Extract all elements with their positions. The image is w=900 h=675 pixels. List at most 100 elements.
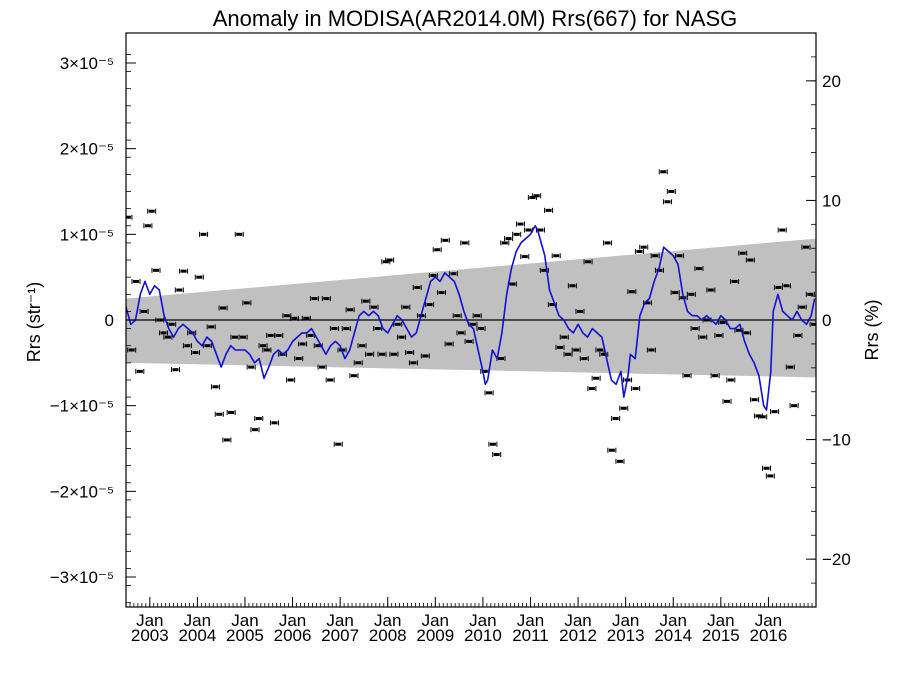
data-point [428, 272, 438, 278]
data-point-marker [648, 348, 655, 352]
data-point [190, 350, 200, 356]
data-point-marker [335, 442, 342, 446]
y-axis-label: Rrs (str⁻¹) [24, 282, 44, 362]
data-point-marker [628, 290, 635, 294]
data-point [254, 416, 264, 422]
data-point [349, 373, 359, 379]
y-tick-label: −2×10⁻⁵ [50, 482, 114, 501]
x-tick-month: Jan [136, 611, 163, 630]
data-point-marker [240, 335, 247, 339]
data-point [397, 334, 407, 340]
data-point [603, 240, 613, 246]
data-point [214, 411, 224, 417]
data-point [539, 267, 549, 273]
data-point-marker [204, 344, 211, 348]
data-point-marker [307, 333, 314, 337]
data-point-marker [549, 303, 556, 307]
data-point [750, 397, 760, 403]
data-point [286, 377, 296, 383]
data-point [579, 356, 589, 362]
data-point [329, 326, 339, 332]
data-point-marker [220, 306, 227, 310]
data-point-marker [275, 333, 282, 337]
data-point-marker [370, 305, 377, 309]
data-point-marker [477, 327, 484, 331]
data-point-marker [231, 335, 238, 339]
x-tick-year: 2010 [464, 626, 502, 645]
data-point-marker [588, 387, 595, 391]
data-point [361, 298, 371, 304]
data-point-marker [454, 314, 461, 318]
data-point-marker [196, 275, 203, 279]
data-point-marker [446, 342, 453, 346]
x-tick-month: Jan [374, 611, 401, 630]
data-point-marker [132, 279, 139, 283]
data-point-marker [692, 327, 699, 331]
data-point-marker [327, 378, 334, 382]
data-point-marker [295, 357, 302, 361]
data-point [321, 296, 331, 302]
data-point [298, 341, 308, 347]
data-point [194, 274, 204, 280]
data-point-marker [612, 417, 619, 421]
data-point-marker [759, 415, 766, 419]
data-point [500, 240, 510, 246]
data-point [726, 377, 736, 383]
data-point-marker [545, 208, 552, 212]
y-tick-label: 1×10⁻⁵ [60, 225, 114, 244]
data-point [357, 343, 367, 349]
data-point [242, 300, 252, 306]
data-point [174, 287, 184, 293]
data-point-marker [791, 404, 798, 408]
data-point-marker [156, 318, 163, 322]
data-point-marker [676, 254, 683, 258]
data-point-marker [311, 297, 318, 301]
data-point [274, 332, 284, 338]
y2-tick-label: −20 [822, 550, 851, 569]
data-point [405, 350, 415, 356]
data-point [301, 315, 311, 321]
data-point-marker [811, 322, 816, 326]
data-point-marker [152, 268, 159, 272]
data-point [567, 283, 577, 289]
x-tick-year: 2007 [321, 626, 359, 645]
data-point-marker [430, 273, 437, 277]
data-point-marker [319, 365, 326, 369]
data-point-marker [787, 365, 794, 369]
data-point [785, 364, 795, 370]
data-point [591, 375, 601, 381]
x-tick-year: 2013 [607, 626, 645, 645]
data-point [559, 334, 569, 340]
data-point-marker [799, 305, 806, 309]
data-point-marker [553, 254, 560, 258]
data-point-marker [386, 258, 393, 262]
smoothed-series-line [126, 225, 816, 411]
data-point-marker [291, 316, 298, 320]
data-point-marker [394, 322, 401, 326]
data-point-marker [255, 417, 262, 421]
data-point [460, 240, 470, 246]
data-point [159, 330, 169, 336]
data-point-marker [715, 333, 722, 337]
data-point [639, 244, 649, 250]
data-point [634, 248, 644, 254]
plot-area: 3×10⁻⁵ 2×10⁻⁵ 1×10⁻⁵ 0 −1×10⁻⁵ −2×10⁻⁵ −3×10⁻⁵… [50, 32, 851, 645]
data-point-marker [743, 331, 750, 335]
data-point-marker [303, 316, 310, 320]
data-point [583, 259, 593, 265]
data-point-marker [469, 322, 476, 326]
data-point-marker [684, 374, 691, 378]
data-point-marker [501, 241, 508, 245]
data-point [809, 321, 816, 327]
data-point [563, 351, 573, 357]
data-point-marker [747, 258, 754, 262]
data-point-marker [688, 292, 695, 296]
data-point-marker [751, 398, 758, 402]
data-point [238, 334, 248, 340]
data-point [341, 326, 351, 332]
data-point-marker [581, 357, 588, 361]
data-point-marker [517, 222, 524, 226]
data-point-marker [398, 335, 405, 339]
data-point [781, 283, 791, 289]
data-point-marker [442, 238, 449, 242]
